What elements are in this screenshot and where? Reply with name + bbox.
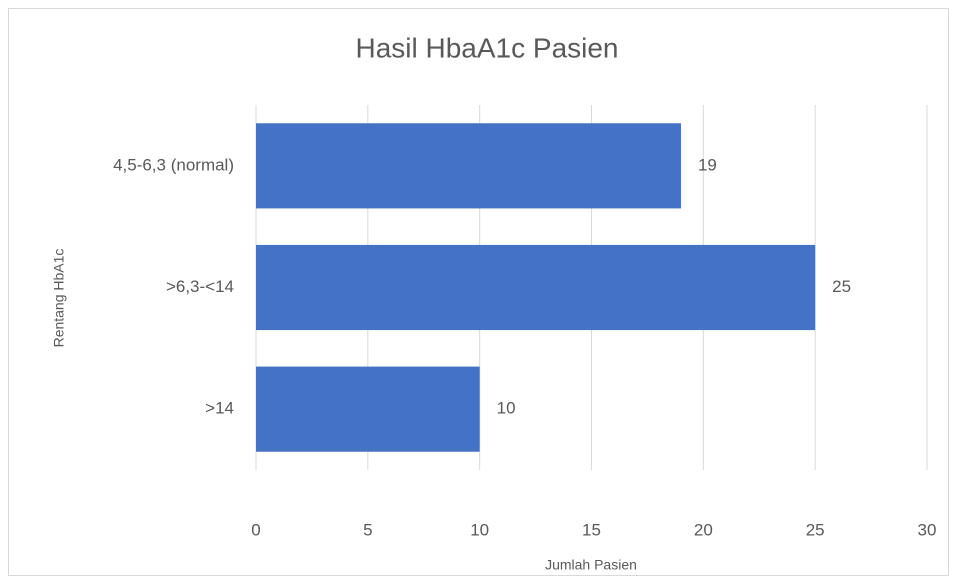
data-label: 25 [832,277,851,296]
data-label: 10 [497,399,516,418]
y-tick-label: 4,5-6,3 (normal) [113,155,234,174]
chart-title: Hasil HbaA1c Pasien [355,32,618,63]
x-axis-title: Jumlah Pasien [545,557,637,573]
x-tick-label: 30 [918,520,937,539]
x-tick-label: 0 [251,520,260,539]
y-axis-title: Rentang HbA1c [51,249,67,348]
y-tick-label: >14 [205,399,234,418]
x-tick-label: 5 [363,520,372,539]
data-label: 19 [698,155,717,174]
bar [256,244,816,331]
x-tick-label: 25 [806,520,825,539]
x-tick-label: 10 [470,520,489,539]
bar [256,366,480,452]
bar [256,123,681,209]
y-tick-label: >6,3-<14 [166,277,234,296]
x-tick-label: 15 [582,520,601,539]
x-tick-label: 20 [694,520,713,539]
